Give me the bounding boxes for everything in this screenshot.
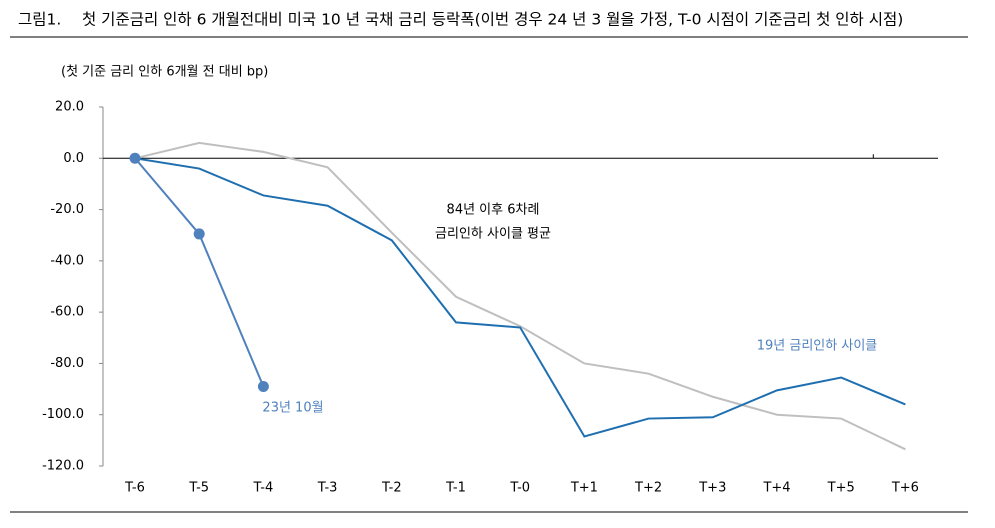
x-tick-label: T-2 [381, 481, 402, 496]
y-tick-label: -40.0 [50, 253, 84, 268]
y-tick-label: 0.0 [63, 151, 84, 166]
point [129, 152, 141, 164]
y-tick-label: -60.0 [50, 305, 84, 320]
x-tick-label: T+3 [698, 481, 726, 496]
annotation: 23년 10월 [262, 401, 323, 416]
x-tick-label: T+1 [570, 481, 598, 496]
point [257, 381, 269, 393]
x-tick-label: T-6 [124, 481, 145, 496]
annotation: 84년 이후 6차례 [447, 203, 540, 218]
annotation: 금리인하 사이클 평균 [435, 227, 551, 242]
x-tick-label: T-3 [317, 481, 338, 496]
y-tick-label: -80.0 [50, 356, 84, 371]
chart-title: 첫 기준금리 인하 6 개월전대비 미국 10 년 국채 금리 등락폭(이번 경… [82, 11, 903, 29]
point [193, 228, 205, 240]
figure-label: 그림1. [18, 11, 61, 29]
y-tick-label: 20.0 [55, 100, 84, 115]
y-axis-label: (첫 기준 금리 인하 6개월 전 대비 bp) [61, 65, 268, 80]
x-tick-label: T-0 [509, 481, 530, 496]
y-tick-label: -120.0 [42, 459, 84, 474]
x-tick-label: T+2 [634, 481, 662, 496]
x-tick-label: T-5 [188, 481, 209, 496]
x-tick-label: T-4 [253, 481, 274, 496]
series-line [134, 157, 906, 438]
annotation: 19년 금리인하 사이클 [757, 339, 878, 354]
x-tick-label: T+4 [762, 481, 790, 496]
x-tick-label: T+5 [827, 481, 855, 496]
y-tick-label: -20.0 [50, 202, 84, 217]
y-tick-label: -100.0 [42, 407, 84, 422]
series-line [134, 157, 265, 387]
x-tick-label: T+6 [891, 481, 919, 496]
series-line [134, 141, 906, 451]
x-tick-label: T-1 [445, 481, 466, 496]
